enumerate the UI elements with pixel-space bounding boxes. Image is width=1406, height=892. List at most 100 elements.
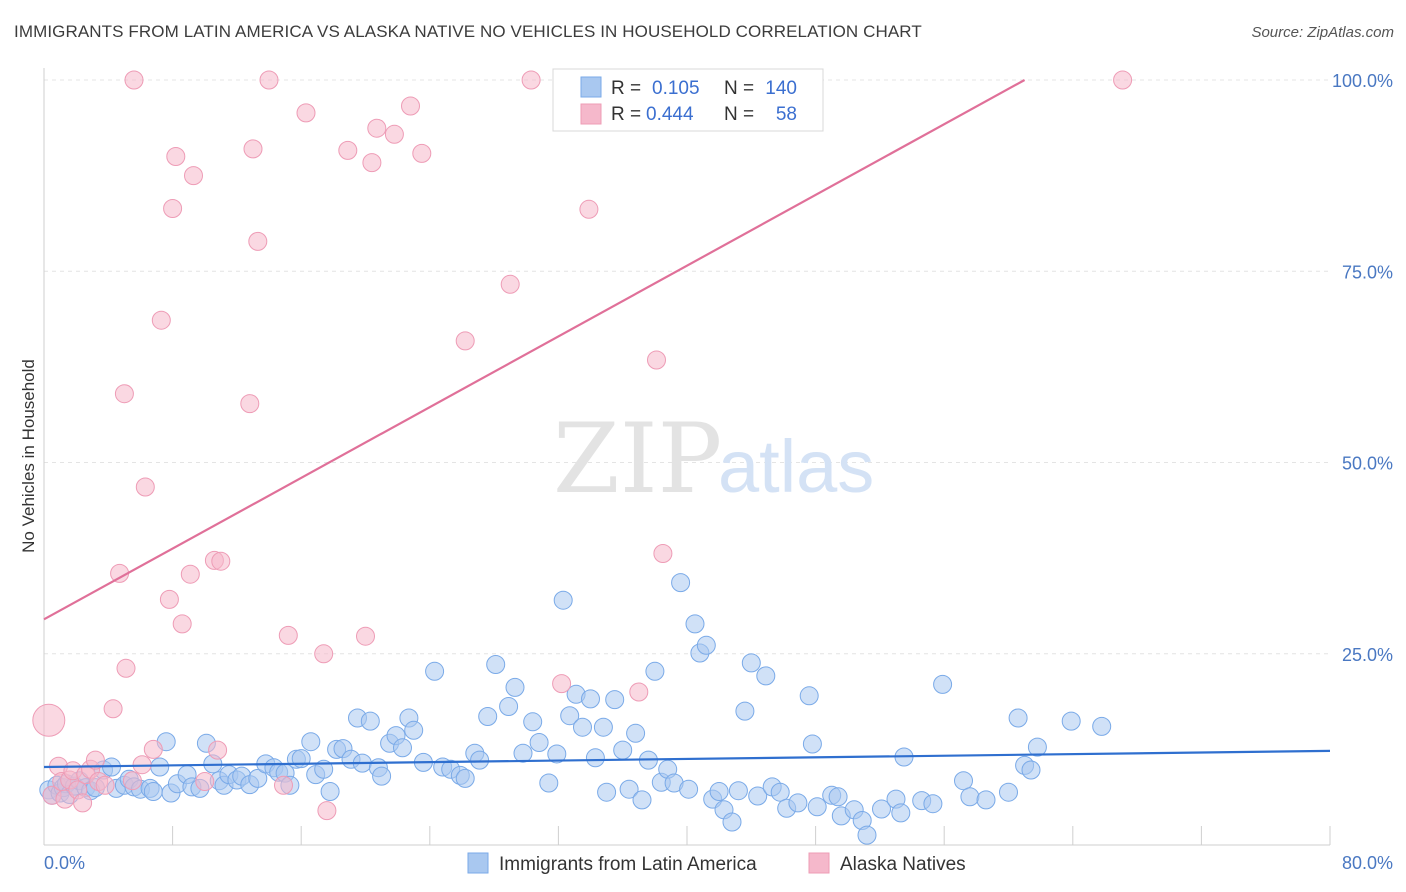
chart-title: IMMIGRANTS FROM LATIN AMERICA VS ALASKA …	[14, 22, 922, 41]
point-alaska-natives-49	[412, 143, 432, 163]
point-alaska-natives-0	[32, 703, 66, 737]
point-latin-america-69	[478, 707, 498, 726]
point-latin-america-53	[360, 711, 380, 731]
point-alaska-natives-37	[259, 70, 279, 90]
point-alaska-natives-33	[211, 551, 231, 571]
point-alaska-natives-17	[116, 658, 136, 678]
point-alaska-natives-55	[629, 682, 649, 702]
watermark: ZIP atlas	[553, 403, 874, 515]
legend-n-label-1: N =	[724, 78, 754, 99]
point-latin-america-116	[807, 797, 827, 817]
point-alaska-natives-29	[184, 166, 203, 186]
point-alaska-natives-54	[579, 199, 599, 219]
trend-line-alaska-natives	[43, 79, 1026, 621]
point-latin-america-113	[788, 793, 808, 813]
point-latin-america-75	[529, 733, 549, 752]
series-legend-swatch-alaska-natives	[808, 852, 830, 874]
point-latin-america-136	[1021, 760, 1041, 780]
point-latin-america-114	[799, 686, 819, 706]
y-tick-label-3: 100.0%	[1332, 71, 1393, 91]
point-latin-america-118	[828, 787, 848, 807]
point-alaska-natives-18	[122, 771, 142, 791]
point-alaska-natives-56	[647, 350, 666, 370]
point-latin-america-84	[593, 717, 613, 737]
point-latin-america-55	[372, 766, 392, 786]
point-alaska-natives-27	[172, 614, 192, 634]
point-latin-america-83	[585, 748, 605, 768]
point-latin-america-68	[470, 750, 490, 770]
point-latin-america-105	[728, 781, 748, 801]
point-latin-america-106	[735, 701, 755, 721]
watermark-atlas: atlas	[718, 425, 874, 508]
point-latin-america-78	[553, 590, 573, 610]
point-alaska-natives-58	[1113, 70, 1133, 90]
point-latin-america-115	[802, 734, 822, 754]
point-latin-america-97	[679, 779, 699, 799]
y-axis-label: No Vehicles in Household	[19, 359, 38, 553]
point-latin-america-125	[891, 803, 911, 823]
point-alaska-natives-19	[124, 70, 144, 90]
point-alaska-natives-11	[85, 750, 105, 770]
point-alaska-natives-24	[159, 589, 179, 609]
point-latin-america-111	[770, 782, 790, 802]
point-latin-america-130	[954, 771, 973, 791]
watermark-zip: ZIP	[553, 403, 722, 515]
series-legend-swatch-latin-america	[467, 852, 489, 874]
point-alaska-natives-34	[240, 394, 260, 414]
point-latin-america-90	[632, 790, 652, 810]
legend-swatch-latin-america	[580, 76, 602, 98]
point-latin-america-104	[722, 812, 742, 832]
point-latin-america-123	[872, 799, 891, 819]
point-latin-america-137	[1027, 737, 1047, 757]
legend-r-label-2: R =	[611, 104, 641, 125]
point-alaska-natives-52	[521, 70, 541, 90]
point-latin-america-20	[143, 782, 163, 801]
point-latin-america-89	[626, 723, 646, 743]
point-alaska-natives-22	[143, 739, 163, 759]
series-immigrants-from-latin-america	[39, 573, 1112, 845]
chart-source: Source: ZipAtlas.com	[1251, 24, 1394, 41]
point-latin-america-129	[933, 674, 953, 694]
legend-swatch-alaska-natives	[580, 103, 602, 125]
point-latin-america-85	[597, 782, 617, 802]
point-alaska-natives-38	[274, 775, 293, 795]
point-latin-america-108	[748, 786, 768, 806]
point-latin-america-102	[709, 782, 729, 801]
point-latin-america-109	[756, 666, 776, 686]
point-latin-america-100	[696, 635, 716, 655]
point-alaska-natives-46	[367, 118, 387, 138]
point-alaska-natives-44	[356, 626, 375, 646]
point-alaska-natives-14	[103, 699, 123, 719]
point-latin-america-122	[857, 825, 877, 845]
point-latin-america-128	[923, 794, 943, 814]
point-latin-america-87	[613, 740, 633, 760]
point-alaska-natives-53	[552, 674, 572, 694]
point-alaska-natives-57	[653, 544, 673, 563]
point-latin-america-139	[1092, 716, 1112, 736]
point-alaska-natives-32	[208, 740, 228, 760]
point-alaska-natives-25	[163, 199, 183, 218]
x-tick-label-1: 80.0%	[1342, 853, 1393, 873]
point-alaska-natives-42	[314, 644, 334, 664]
point-latin-america-62	[425, 661, 445, 681]
point-latin-america-134	[1008, 708, 1028, 728]
point-latin-america-71	[499, 697, 519, 716]
point-latin-america-58	[393, 738, 412, 758]
point-alaska-natives-28	[180, 564, 200, 584]
point-alaska-natives-51	[500, 274, 520, 294]
legend-n-label-2: N =	[724, 104, 754, 125]
point-alaska-natives-8	[73, 793, 93, 813]
y-tick-label-1: 50.0%	[1342, 454, 1393, 474]
point-latin-america-36	[248, 768, 268, 788]
legend-r-value-2: 0.444	[646, 104, 694, 125]
legend-n-value-1: 140	[765, 78, 797, 99]
point-latin-america-21	[150, 757, 170, 777]
point-alaska-natives-48	[401, 96, 420, 116]
point-latin-america-79	[560, 706, 580, 726]
point-alaska-natives-50	[455, 331, 475, 351]
legend-r-value-1: 0.105	[652, 78, 700, 99]
point-latin-america-82	[581, 689, 600, 709]
point-alaska-natives-26	[166, 147, 186, 166]
point-alaska-natives-16	[114, 384, 134, 404]
